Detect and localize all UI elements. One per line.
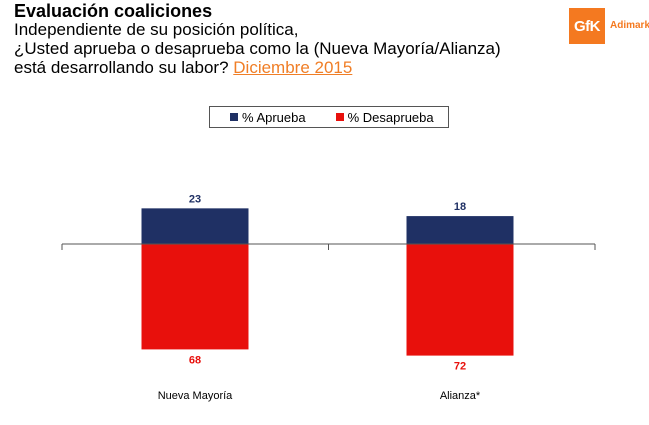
question-line-3: está desarrollando su labor? Diciembre 2…	[14, 58, 574, 77]
question-line-2: ¿Usted aprueba o desaprueba como la (Nue…	[14, 39, 501, 58]
question-tail: está desarrollando su labor?	[14, 58, 229, 77]
data-label-desaprueba-0: 68	[189, 354, 201, 366]
legend-swatch-desaprueba	[335, 113, 344, 121]
legend-item-aprueba: % Aprueba	[230, 110, 306, 125]
data-label-desaprueba-1: 72	[454, 361, 466, 373]
legend-label-desaprueba: % Desaprueba	[347, 109, 434, 125]
bar-aprueba-1	[406, 216, 514, 244]
bar-desaprueba-0	[141, 244, 249, 350]
legend-item-desaprueba: % Desaprueba	[335, 109, 434, 125]
category-label-1: Alianza*	[440, 390, 481, 402]
data-label-aprueba-1: 18	[454, 201, 466, 213]
chart-legend: % Aprueba % Desaprueba	[209, 106, 449, 128]
survey-question: Independiente de su posición política, ¿…	[14, 20, 574, 77]
bar-desaprueba-1	[406, 244, 514, 356]
question-line-1: Independiente de su posición política,	[14, 20, 299, 39]
data-label-aprueba-0: 23	[189, 193, 201, 205]
legend-label-aprueba: % Aprueba	[242, 109, 306, 125]
legend-swatch-aprueba	[230, 113, 238, 121]
category-label-0: Nueva Mayoría	[158, 390, 233, 402]
gfk-adimark-logo: GfK Adimark	[569, 8, 649, 44]
logo-box: GfK	[569, 8, 605, 44]
bar-aprueba-0	[141, 208, 249, 244]
chart-title: Evaluación coaliciones	[14, 1, 213, 21]
date-link[interactable]: Diciembre 2015	[233, 58, 353, 77]
logo-label: Adimark	[610, 20, 649, 31]
